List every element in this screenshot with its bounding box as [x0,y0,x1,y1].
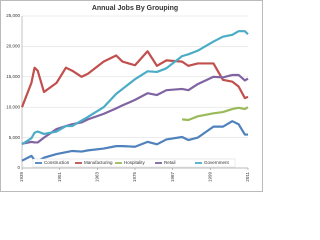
legend-label: Hospitality [124,160,146,165]
x-tick-label: 1987 [170,172,175,183]
x-tick-label: 2011 [245,172,250,182]
x-tick-label: 1999 [208,172,213,183]
legend-label: Construction [44,160,70,165]
x-tick-label: 1951 [57,172,62,183]
legend-box [32,158,236,168]
series-line [21,73,249,145]
x-tick-label: 1975 [132,172,137,183]
chart: Annual Jobs By Grouping 0 5,000 10,000 15,0… [0,0,263,192]
legend-label: Manufacturing [84,160,113,165]
legend-label: Retail [164,160,176,165]
series-line [21,30,249,146]
chart-title: Annual Jobs By Grouping [92,5,178,12]
y-tick-label: 0 [17,165,20,170]
series-line [21,120,248,163]
x-tick-label: 1939 [19,172,24,183]
legend-label: Government [204,160,230,165]
y-tick-label: 10,000 [6,104,20,109]
y-tick-label: 25,000 [6,13,20,18]
y-tick-label: 15,000 [6,74,20,79]
y-tick-label: 5,000 [9,135,21,140]
series-line [181,106,249,122]
y-tick-label: 20,000 [6,44,20,49]
x-tick-label: 1963 [95,172,100,183]
